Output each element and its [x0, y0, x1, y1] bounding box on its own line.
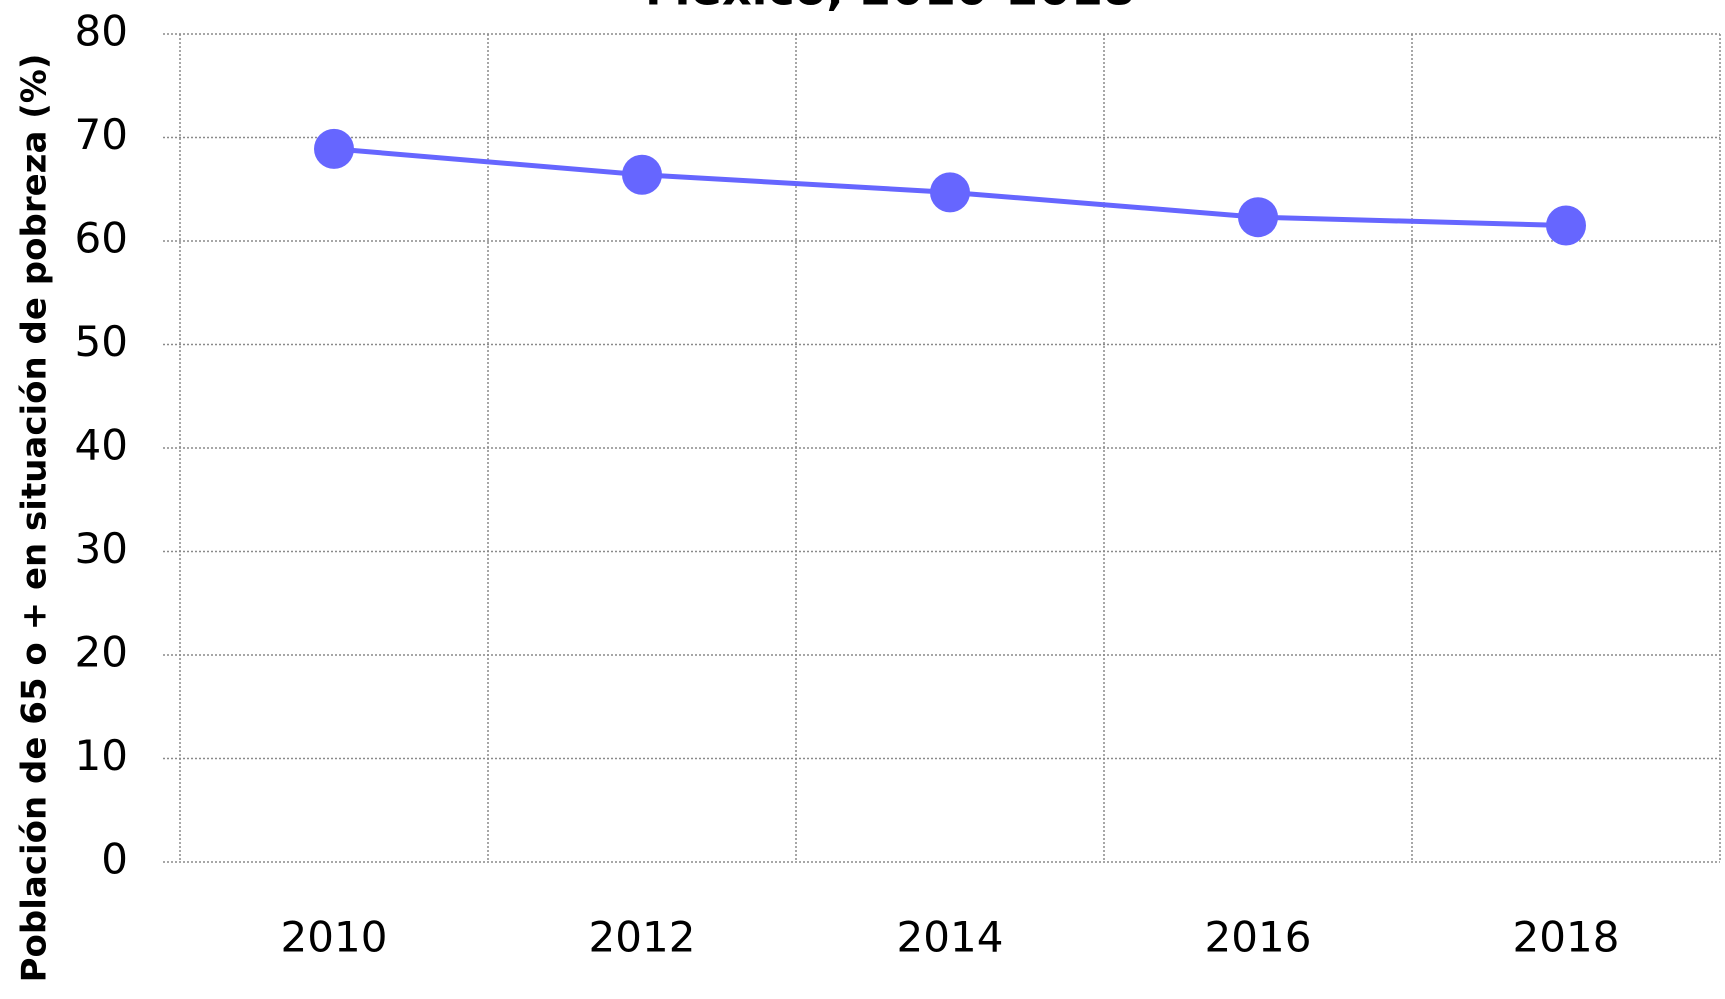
chart-title: México, 2010-2018 — [645, 0, 1135, 16]
y-tick-label: 40 — [75, 421, 128, 470]
x-tick-label: 2016 — [1205, 913, 1312, 962]
x-tick-label: 2012 — [589, 913, 696, 962]
data-point — [1238, 197, 1278, 238]
y-tick-label: 80 — [75, 7, 128, 56]
x-tick-label: 2018 — [1513, 913, 1620, 962]
y-tick-label: 50 — [75, 317, 128, 366]
y-tick-label: 20 — [75, 628, 128, 677]
y-tick-label: 10 — [75, 731, 128, 780]
x-tick-label: 2014 — [897, 913, 1004, 962]
y-tick-label: 0 — [101, 835, 128, 884]
y-tick-label: 70 — [75, 110, 128, 159]
y-tick-label: 60 — [75, 214, 128, 263]
data-point — [930, 172, 970, 213]
data-point — [1546, 205, 1586, 246]
data-point — [314, 128, 354, 169]
y-axis-label: Población de 65 o + en situación de pobr… — [15, 54, 55, 983]
y-tick-label: 30 — [75, 524, 128, 573]
data-point — [622, 154, 662, 195]
x-tick-label: 2010 — [281, 913, 388, 962]
